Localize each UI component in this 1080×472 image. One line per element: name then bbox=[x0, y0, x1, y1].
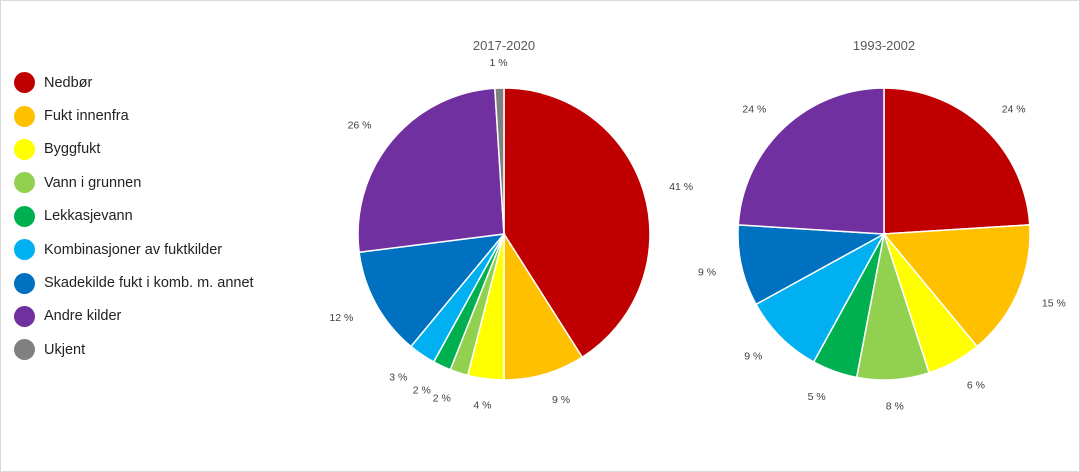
pie-chart-1: 2017-2020 41 % 9 % 4 % 2 %2 % 3 % 12 % 26 % 1 % bbox=[329, 38, 693, 412]
legend-swatch bbox=[14, 339, 35, 361]
pie-slice bbox=[737, 87, 885, 235]
pie-data-label: 1 % bbox=[490, 57, 508, 69]
legend-swatch bbox=[14, 138, 35, 160]
legend-item: Andre kilder bbox=[14, 300, 314, 333]
legend-swatch bbox=[14, 239, 35, 261]
pie-data-label: 12 % bbox=[329, 312, 353, 324]
pie-data-label: 26 % bbox=[348, 119, 372, 131]
pie-data-label: 8 % bbox=[886, 401, 904, 413]
legend-item: Fukt innenfra bbox=[14, 99, 314, 132]
legend-item: Byggfukt bbox=[14, 133, 314, 166]
pie-slice bbox=[494, 87, 505, 235]
legend-swatch bbox=[14, 205, 35, 227]
pie-data-label: 41 % bbox=[669, 181, 693, 193]
pie-data-label: 5 % bbox=[808, 391, 826, 403]
legend-label: Lekkasjevann bbox=[44, 208, 133, 225]
legend-swatch bbox=[14, 172, 35, 194]
legend-label: Skadekilde fukt i komb. m. annet bbox=[44, 275, 254, 292]
legend-swatch bbox=[14, 272, 35, 294]
legend-label: Kombinasjoner av fuktkilder bbox=[44, 241, 223, 258]
pie-data-label: 2 % bbox=[413, 385, 431, 397]
legend-label: Nedbør bbox=[44, 74, 93, 91]
legend-label: Byggfukt bbox=[44, 141, 101, 158]
legend-label: Ukjent bbox=[44, 341, 86, 358]
legend-label: Andre kilder bbox=[44, 308, 122, 325]
pie-data-label: 24 % bbox=[1002, 104, 1026, 116]
legend-swatch bbox=[14, 105, 35, 127]
pie-data-label: 2 % bbox=[433, 393, 451, 405]
legend-label: Vann i grunnen bbox=[44, 174, 142, 191]
pie-slice bbox=[737, 224, 887, 306]
pie-data-label: 9 % bbox=[744, 351, 762, 363]
pie-data-label: 4 % bbox=[473, 400, 491, 412]
pie-chart-2: 1993-2002 24 % 15 % 6 % 8 % 5 % 9 % 9 % 24 % bbox=[698, 38, 1066, 413]
pie-data-label: 9 % bbox=[698, 267, 716, 279]
legend-item: Lekkasjevann bbox=[14, 200, 314, 233]
legend-label: Fukt innenfra bbox=[44, 108, 129, 125]
pie-data-label: 3 % bbox=[389, 371, 407, 383]
pie-data-label: 15 % bbox=[1042, 297, 1066, 309]
pie-title: 1993-2002 bbox=[853, 38, 915, 53]
pie-slice bbox=[883, 87, 1031, 235]
pie-slice bbox=[357, 87, 505, 254]
legend-item: Skadekilde fukt i komb. m. annet bbox=[14, 266, 314, 299]
legend-swatch bbox=[14, 72, 35, 94]
pie-slice bbox=[358, 233, 506, 348]
pie-slice bbox=[755, 232, 886, 363]
legend-item: Ukjent bbox=[14, 333, 314, 366]
pie-title: 2017-2020 bbox=[473, 38, 535, 53]
legend-item: Kombinasjoner av fuktkilder bbox=[14, 233, 314, 266]
pie-slice bbox=[503, 87, 651, 359]
pie-slice bbox=[882, 224, 1031, 348]
pie-data-label: 9 % bbox=[552, 394, 570, 406]
legend-item: Vann i grunnen bbox=[14, 166, 314, 199]
legend-item: Nedbør bbox=[14, 66, 314, 99]
pie-data-label: 6 % bbox=[967, 380, 985, 392]
legend: Nedbør Fukt innenfra Byggfukt Vann i grunne… bbox=[14, 66, 314, 367]
pie-slice bbox=[503, 231, 584, 381]
pie-data-label: 24 % bbox=[742, 104, 766, 116]
legend-swatch bbox=[14, 305, 35, 327]
